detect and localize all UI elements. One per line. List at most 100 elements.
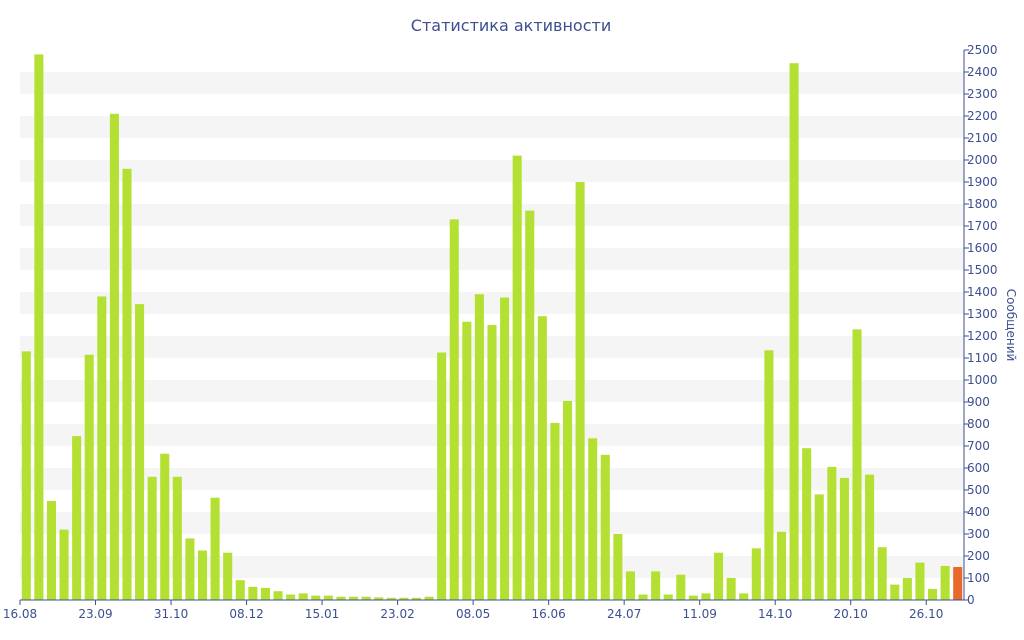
bar[interactable] — [500, 297, 510, 601]
chart-title: Статистика активности — [411, 16, 611, 35]
y-tick-label: 1100 — [967, 351, 998, 365]
bar[interactable] — [525, 210, 535, 600]
bar[interactable] — [59, 529, 69, 600]
x-tick-label: 14.10 — [758, 607, 792, 621]
bar[interactable] — [21, 351, 31, 600]
x-tick-label: 31.10 — [154, 607, 188, 621]
bar[interactable] — [311, 595, 321, 600]
bar[interactable] — [625, 571, 635, 600]
bar[interactable] — [512, 155, 522, 600]
bar[interactable] — [437, 352, 447, 601]
x-tick-label: 24.07 — [607, 607, 641, 621]
bar[interactable] — [588, 438, 598, 600]
bar[interactable] — [827, 466, 837, 600]
bar[interactable] — [474, 294, 484, 600]
y-tick-label: 1200 — [967, 329, 998, 343]
bar[interactable] — [46, 501, 56, 600]
x-tick-label: 08.05 — [456, 607, 490, 621]
bar[interactable] — [172, 476, 182, 600]
bar[interactable] — [550, 422, 560, 600]
bar[interactable] — [223, 552, 233, 600]
bar[interactable] — [147, 476, 157, 600]
bar[interactable] — [449, 219, 459, 600]
bar[interactable] — [764, 350, 774, 600]
bar[interactable] — [72, 436, 82, 600]
y-tick-label: 600 — [967, 461, 990, 475]
bar[interactable] — [349, 596, 359, 600]
x-tick-label: 23.09 — [78, 607, 112, 621]
bar[interactable] — [776, 531, 787, 600]
y-tick-label: 900 — [967, 395, 990, 409]
bar[interactable] — [122, 168, 132, 601]
bar[interactable] — [600, 454, 610, 600]
bar[interactable] — [839, 477, 849, 600]
bar[interactable] — [676, 574, 686, 600]
y-axis-ticks: 0 100 200 300 400 500 600 700 800 900 1000 1100 1200… — [964, 43, 998, 607]
bar[interactable] — [487, 325, 497, 600]
y-tick-label: 200 — [967, 549, 990, 563]
bar[interactable] — [852, 329, 862, 600]
y-tick-label: 0 — [967, 593, 975, 607]
bar[interactable] — [953, 567, 963, 600]
bar[interactable] — [739, 593, 749, 600]
bar[interactable] — [751, 548, 761, 600]
y-tick-label: 1700 — [967, 219, 998, 233]
bar[interactable] — [663, 594, 673, 601]
bar[interactable] — [160, 453, 170, 600]
grid-band — [20, 116, 964, 138]
y-tick-label: 300 — [967, 527, 990, 541]
bar[interactable] — [726, 578, 736, 600]
bar[interactable] — [34, 54, 44, 600]
bar[interactable] — [424, 596, 434, 600]
bar[interactable] — [361, 596, 371, 600]
bar[interactable] — [462, 321, 472, 600]
bar[interactable] — [575, 182, 585, 600]
bar[interactable] — [97, 296, 107, 600]
y-tick-label: 2400 — [967, 65, 998, 79]
bar[interactable] — [802, 448, 812, 600]
bar[interactable] — [562, 400, 573, 600]
bar[interactable] — [235, 580, 245, 600]
bar[interactable] — [260, 587, 270, 600]
bar[interactable] — [185, 538, 195, 600]
bar-series — [21, 54, 963, 601]
bar[interactable] — [135, 304, 145, 600]
y-tick-label: 2500 — [967, 43, 998, 57]
x-tick-label: 08.12 — [229, 607, 263, 621]
bar[interactable] — [537, 316, 547, 600]
bar[interactable] — [109, 113, 119, 601]
x-tick-label: 20.10 — [834, 607, 868, 621]
x-tick-label: 11.09 — [683, 607, 717, 621]
bar[interactable] — [865, 474, 875, 600]
bar[interactable] — [902, 578, 912, 600]
bar[interactable] — [298, 593, 308, 600]
y-tick-label: 1900 — [967, 175, 998, 189]
bar[interactable] — [411, 597, 422, 600]
bar[interactable] — [210, 497, 220, 600]
bar[interactable] — [336, 596, 346, 600]
bar[interactable] — [323, 595, 333, 600]
x-tick-label: 26.10 — [909, 607, 943, 621]
bar[interactable] — [386, 597, 396, 600]
bar[interactable] — [613, 534, 623, 600]
bar[interactable] — [789, 63, 799, 600]
bar[interactable] — [940, 565, 950, 600]
bar[interactable] — [714, 552, 724, 600]
bar[interactable] — [814, 494, 824, 600]
bar[interactable] — [890, 584, 900, 600]
bar[interactable] — [273, 591, 283, 600]
bar[interactable] — [701, 593, 711, 600]
bar[interactable] — [197, 550, 208, 601]
bar[interactable] — [286, 594, 296, 601]
bar[interactable] — [915, 562, 925, 600]
bar[interactable] — [928, 589, 938, 600]
bar[interactable] — [399, 597, 409, 600]
y-tick-label: 1600 — [967, 241, 998, 255]
bar[interactable] — [651, 571, 661, 600]
bar[interactable] — [877, 547, 887, 600]
bar[interactable] — [374, 597, 384, 600]
bar[interactable] — [248, 586, 258, 600]
bar[interactable] — [638, 594, 648, 601]
bar[interactable] — [688, 595, 698, 600]
bar[interactable] — [84, 354, 94, 600]
